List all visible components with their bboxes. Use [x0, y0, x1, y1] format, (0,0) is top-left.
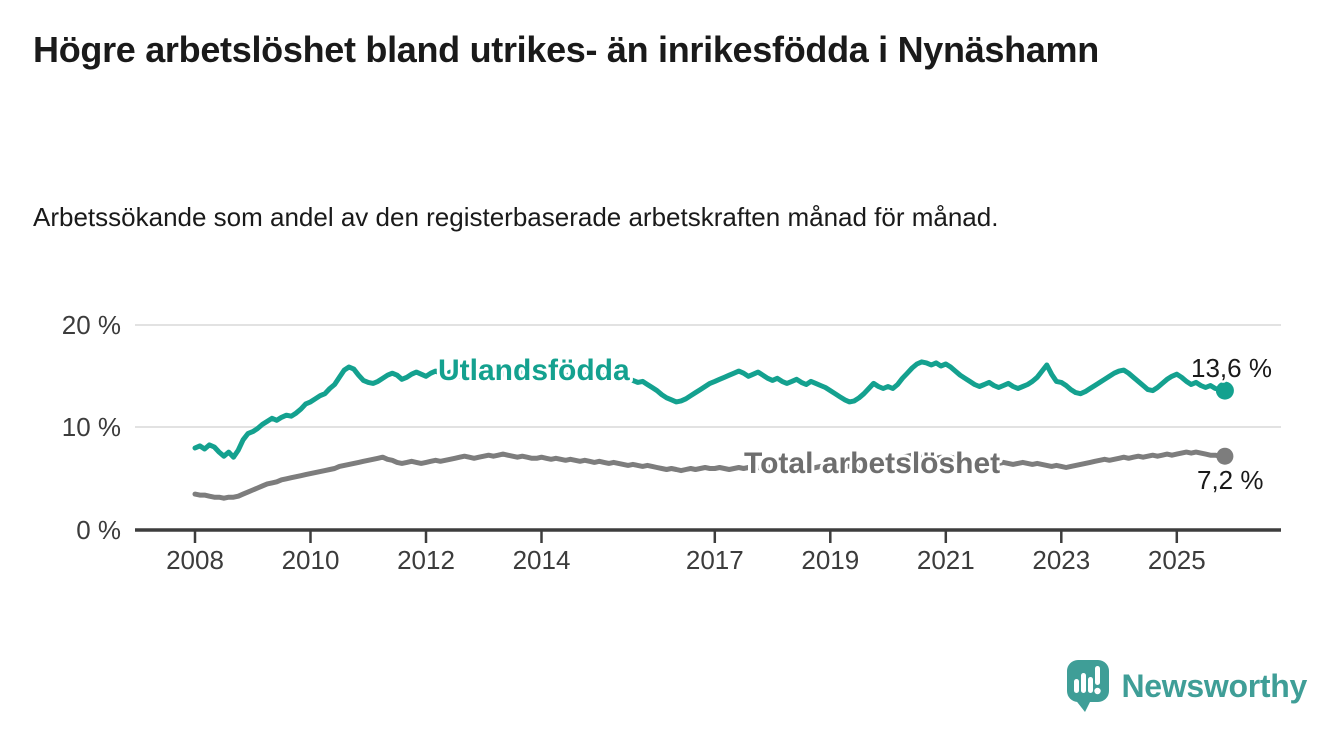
- utlandsfodda-end-dot: [1215, 381, 1234, 400]
- total-arbetsloshet-line: [192, 449, 1228, 501]
- y-tick-label-0: 0 %: [76, 515, 121, 545]
- newsworthy-wordmark: Newsworthy: [1121, 667, 1308, 704]
- total-arbetsloshet-end-dot: [1216, 447, 1234, 465]
- end-value-total-arbetsloshet: 7,2 %: [1197, 465, 1264, 495]
- series-label-utlandsfodda: Utlandsfödda: [438, 354, 630, 387]
- y-tick-label-20: 20 %: [62, 310, 121, 340]
- x-tick-label-2008: 2008: [166, 545, 224, 575]
- x-tick-label-2010: 2010: [282, 545, 340, 575]
- utlandsfodda-line: [192, 359, 1228, 460]
- newsworthy-logo-icon: [1066, 660, 1109, 712]
- x-tick-label-2019: 2019: [801, 545, 859, 575]
- end-value-utlandsfodda: 13,6 %: [1191, 353, 1272, 383]
- newsworthy-logo: Newsworthy: [1066, 658, 1308, 714]
- series-label-total-arbetsloshet: Total arbetslöshet: [744, 447, 1000, 480]
- x-tick-label-2021: 2021: [917, 545, 975, 575]
- x-tick-label-2012: 2012: [397, 545, 455, 575]
- x-tick-label-2023: 2023: [1032, 545, 1090, 575]
- page-subtitle: Arbetssökande som andel av den registerb…: [33, 202, 999, 232]
- x-tick-label-2014: 2014: [513, 545, 571, 575]
- x-tick-label-2025: 2025: [1148, 545, 1206, 575]
- line-chart: 20 % 10 % 0 % 2008 2010 2012 2014 2017 2…: [62, 310, 1281, 575]
- page-title: Högre arbetslöshet bland utrikes- än inr…: [33, 29, 1099, 70]
- y-tick-label-10: 10 %: [62, 412, 121, 442]
- x-tick-label-2017: 2017: [686, 545, 744, 575]
